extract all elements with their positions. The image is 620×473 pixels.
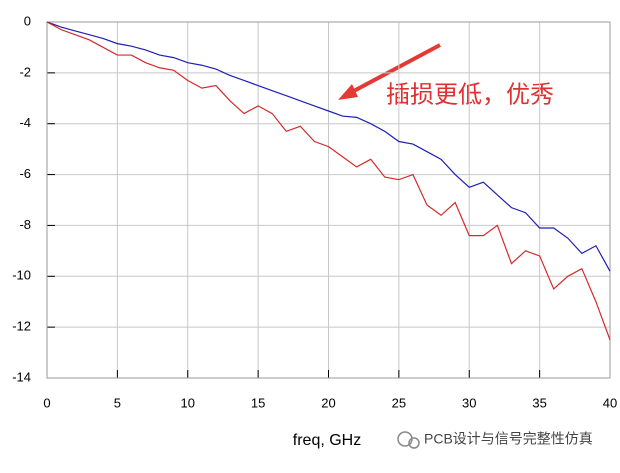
- x-tick-label: 0: [43, 395, 50, 410]
- x-axis-label: freq, GHz: [293, 432, 361, 449]
- plot-frame: [46, 21, 611, 379]
- x-tick-label: 30: [462, 395, 476, 410]
- y-tick-label: -4: [19, 115, 31, 130]
- x-tick-label: 25: [392, 395, 406, 410]
- watermark-icon: [408, 437, 420, 449]
- y-tick-label: -8: [19, 217, 31, 232]
- annotation: 插损更低，优秀: [386, 81, 554, 109]
- series-line: [46, 21, 611, 341]
- y-tick-label: -6: [19, 166, 31, 181]
- x-tick-label: 35: [532, 395, 546, 410]
- series-line: [46, 21, 611, 272]
- x-tick-label: 20: [321, 395, 335, 410]
- y-tick-label: -14: [12, 369, 31, 384]
- x-tick-label: 40: [603, 395, 617, 410]
- y-tick-label: -12: [12, 319, 31, 334]
- annotation-arrowhead: [338, 84, 358, 100]
- x-tick-label: 10: [181, 395, 195, 410]
- annotation-arrow: [349, 43, 441, 95]
- x-tick-label: 5: [114, 395, 121, 410]
- y-tick-label: -2: [19, 64, 31, 79]
- x-tick-label: 15: [251, 395, 265, 410]
- y-tick-label: -10: [12, 268, 31, 283]
- watermark: PCB设计与信号完整性仿真: [424, 431, 593, 447]
- y-tick-label: 0: [24, 13, 31, 28]
